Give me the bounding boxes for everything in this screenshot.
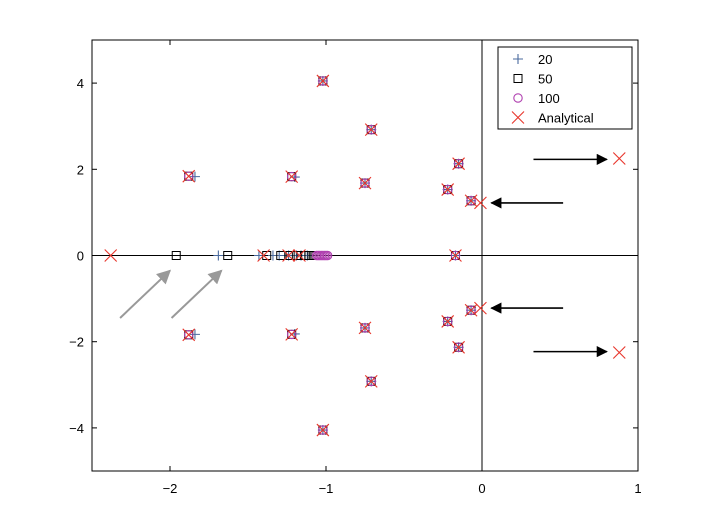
point-analytical xyxy=(257,249,270,262)
legend-marker-50 xyxy=(513,74,523,83)
point-50 xyxy=(285,251,295,260)
point-analytical xyxy=(316,74,330,88)
x-tick-label: −1 xyxy=(319,481,334,496)
point-analytical xyxy=(182,169,196,183)
point-100 xyxy=(442,184,453,195)
point-100 xyxy=(183,171,194,181)
point-100 xyxy=(453,158,464,169)
point-analytical xyxy=(612,152,626,165)
point-analytical xyxy=(474,301,487,315)
series-100 xyxy=(183,76,476,435)
legend-label-100: 100 xyxy=(538,91,560,106)
point-50 xyxy=(171,251,181,260)
y-tick-label: −4 xyxy=(69,421,84,436)
annotation-arrow-gray xyxy=(119,269,172,319)
legend-marker-20 xyxy=(513,54,523,64)
point-analytical xyxy=(441,315,455,328)
point-analytical xyxy=(612,346,626,359)
point-analytical xyxy=(285,170,299,184)
annotation-arrow-gray xyxy=(170,269,223,319)
point-analytical xyxy=(364,374,378,388)
y-tick-label: 2 xyxy=(77,162,84,177)
point-100 xyxy=(442,316,453,327)
point-analytical xyxy=(452,157,465,171)
legend-label-50: 50 xyxy=(538,72,552,87)
legend: 20 50 100 Analytical xyxy=(497,46,633,130)
point-100 xyxy=(450,250,461,261)
point-analytical xyxy=(441,183,455,196)
point-analytical xyxy=(358,176,372,190)
point-analytical xyxy=(464,303,478,317)
point-50 xyxy=(262,251,272,260)
point-analytical xyxy=(316,423,330,437)
point-20 xyxy=(189,329,200,340)
legend-label-20: 20 xyxy=(538,52,552,67)
point-100 xyxy=(466,196,476,206)
y-tick-label: −2 xyxy=(69,335,84,350)
point-analytical xyxy=(449,249,462,262)
y-tick-label: 0 xyxy=(77,249,84,264)
point-20 xyxy=(189,171,200,182)
point-50 xyxy=(223,251,233,260)
point-100 xyxy=(360,178,370,188)
y-tick-label: 4 xyxy=(77,76,84,91)
point-analytical xyxy=(182,328,196,342)
point-analytical xyxy=(364,123,378,137)
point-analytical xyxy=(282,249,295,262)
point-50 xyxy=(291,251,301,260)
series-analytical xyxy=(104,74,626,437)
point-analytical xyxy=(358,321,372,335)
point-100 xyxy=(183,330,194,340)
point-100 xyxy=(286,171,297,182)
point-100 xyxy=(286,329,297,340)
legend-label-analytical: Analytical xyxy=(538,111,594,126)
x-tick-label: −2 xyxy=(163,481,178,496)
point-100 xyxy=(366,124,376,135)
point-100 xyxy=(322,250,333,261)
point-analytical xyxy=(104,249,118,262)
point-50 xyxy=(276,251,286,260)
point-100 xyxy=(466,305,476,315)
legend-marker-100 xyxy=(513,93,523,103)
point-analytical xyxy=(293,249,306,262)
point-20 xyxy=(274,250,285,261)
point-analytical xyxy=(285,327,299,341)
legend-marker-analytical xyxy=(511,111,525,124)
point-100 xyxy=(318,425,328,435)
x-tick-label: 0 xyxy=(478,481,485,496)
point-100 xyxy=(366,376,376,387)
point-analytical xyxy=(452,340,465,354)
point-analytical xyxy=(474,196,487,210)
point-analytical xyxy=(464,194,478,208)
point-20 xyxy=(213,250,224,261)
x-tick-label: 1 xyxy=(634,481,641,496)
point-100 xyxy=(453,342,464,353)
point-100 xyxy=(360,323,370,333)
point-100 xyxy=(318,76,328,86)
